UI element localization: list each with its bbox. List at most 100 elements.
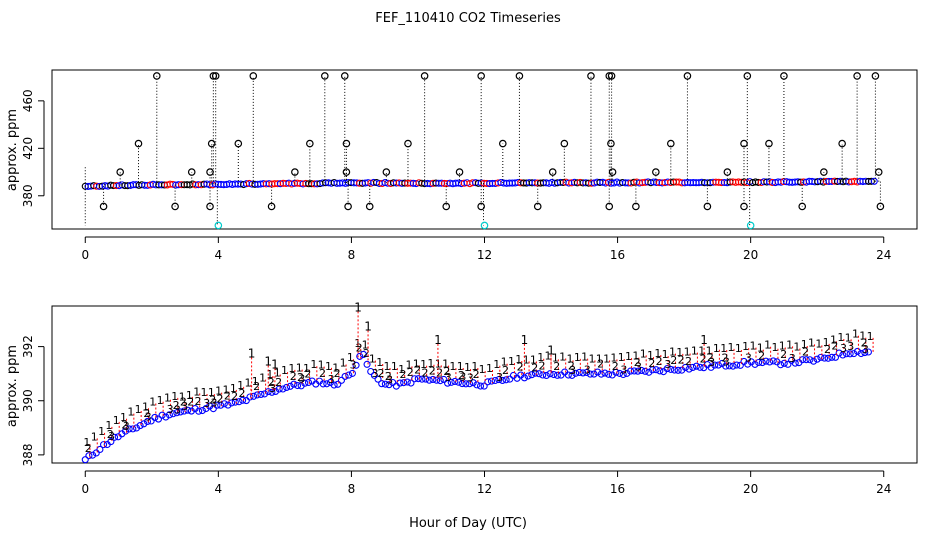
- top-spike-low-point: [608, 168, 617, 176]
- bottom-series-2-label: 2: [517, 361, 524, 374]
- bottom-series-1-label: 1: [105, 419, 112, 432]
- bottom-series-3-point: [777, 361, 785, 369]
- bottom-series-3-label: 3: [328, 373, 335, 386]
- bottom-series-1-label: 1: [135, 403, 142, 416]
- bottom-series-2-label: 2: [238, 387, 245, 400]
- bottom-series-3-point: [440, 375, 448, 384]
- bottom-series-1-label: 1: [274, 367, 281, 380]
- bottom-series-1-label: 1: [837, 331, 844, 344]
- bottom-y-axis-label: approx. ppm: [5, 345, 20, 427]
- bottom-series-1-label: 1: [735, 342, 742, 355]
- top-cyan-point: [746, 221, 755, 230]
- bottom-series-2-label: 2: [597, 357, 604, 370]
- bottom-series-3-point: [476, 382, 485, 390]
- bottom-series-3-point: [799, 356, 807, 364]
- top-y-tick-label: 460: [21, 89, 35, 112]
- bottom-series-3-point: [564, 371, 572, 379]
- top-x-tick-label: 20: [743, 248, 758, 262]
- bottom-series-3-point: [458, 380, 466, 388]
- bottom-series-1-label: 1: [632, 350, 639, 363]
- bottom-series-3-point: [151, 413, 159, 421]
- bottom-series-3-label: 3: [350, 359, 357, 372]
- bottom-series-3-point: [414, 375, 422, 383]
- bottom-series-1-label: 1: [515, 353, 522, 366]
- bottom-y-axis: 388 390 392: [21, 335, 45, 466]
- top-spike-low-point: [874, 168, 883, 176]
- top-spike-low-point: [382, 168, 391, 176]
- bottom-series-3-point: [846, 350, 854, 358]
- bottom-series-3-point: [586, 370, 594, 378]
- bottom-series-3-label: 3: [496, 371, 503, 384]
- top-spike-mid-point: [560, 139, 569, 148]
- top-cyan-point: [480, 221, 489, 230]
- bottom-series-3-point: [107, 438, 115, 446]
- bottom-series-2-label: 2: [173, 399, 180, 412]
- bottom-series-3-point: [784, 360, 792, 368]
- bottom-series-1-label: 1: [610, 351, 617, 364]
- bottom-series-1-label: 1: [749, 340, 756, 353]
- bottom-series-1-label: 1: [647, 349, 654, 362]
- bottom-series-2-label: 2: [539, 360, 546, 373]
- bottom-spike-label: 1: [364, 319, 372, 333]
- bottom-x-tick-label: 0: [81, 482, 89, 496]
- bottom-series-1-label: 1: [91, 430, 98, 443]
- top-y-axis: 380 420 460: [21, 89, 45, 207]
- top-spike-mid-point: [234, 139, 243, 148]
- bottom-series-2-label: 2: [209, 394, 216, 407]
- bottom-series-3-point: [619, 370, 627, 379]
- bottom-series-3-point: [462, 380, 470, 388]
- bottom-series-3-point: [656, 367, 664, 375]
- bottom-series-3-label: 3: [269, 382, 276, 395]
- top-data-marks: [81, 72, 885, 230]
- bottom-series-3-point: [96, 445, 104, 454]
- top-cyan-point: [214, 221, 223, 230]
- bottom-series-1-label: 1: [193, 385, 200, 398]
- top-dip-point: [533, 202, 542, 211]
- bottom-series-1-label: 1: [859, 330, 866, 343]
- top-spike-low-point: [548, 168, 557, 176]
- bottom-series-1-label: 1: [808, 336, 815, 349]
- bottom-series-3-point: [348, 369, 356, 377]
- top-dip-point: [206, 202, 214, 211]
- bottom-series-1-label: 1: [845, 331, 852, 344]
- bottom-x-tick-label: 24: [876, 482, 891, 496]
- bottom-series-3-point: [663, 365, 671, 373]
- bottom-series-1-label: 1: [347, 351, 354, 364]
- bottom-series-2-label: 2: [378, 367, 385, 380]
- bottom-x-tick-label: 16: [610, 482, 625, 496]
- bottom-series-3-point: [473, 381, 481, 389]
- bottom-series-3-point: [736, 361, 744, 369]
- bottom-series-3-point: [762, 357, 770, 365]
- bottom-series-3-point: [257, 390, 265, 398]
- bottom-spike-label: 1: [264, 355, 272, 369]
- bottom-series-1-label: 1: [698, 345, 705, 358]
- bottom-series-3-label: 3: [203, 397, 210, 410]
- bottom-series-1-label: 1: [559, 350, 566, 363]
- bottom-series-3-point: [363, 360, 371, 368]
- top-dip-point: [344, 202, 352, 211]
- chart-title: FEF_110410 CO2 Timeseries: [375, 11, 561, 26]
- bottom-series-2-label: 2: [180, 396, 187, 409]
- bottom-series-3-point: [367, 367, 375, 376]
- bottom-series-3-point: [641, 367, 649, 375]
- bottom-series-3-point: [345, 371, 353, 379]
- bottom-series-3-point: [268, 388, 276, 396]
- bottom-series-1-label: 1: [640, 347, 647, 360]
- bottom-series-1-label: 1: [281, 364, 288, 377]
- top-spike-high-point: [321, 72, 329, 80]
- bottom-series-1-label: 1: [340, 356, 347, 369]
- bottom-series-3-point: [766, 358, 774, 366]
- bottom-series-2-label: 2: [429, 365, 436, 378]
- bottom-series-1-label: 1: [376, 356, 383, 369]
- top-dip-point: [703, 202, 712, 211]
- bottom-series-2-label: 2: [443, 365, 450, 378]
- top-spike-low-point: [291, 168, 299, 176]
- bottom-series-2-label: 2: [231, 390, 238, 403]
- bottom-series-3-point: [857, 349, 865, 358]
- top-baseline-point: [870, 177, 878, 185]
- top-dip-point: [798, 202, 807, 211]
- top-spike-high-point: [607, 72, 616, 80]
- top-x-tick-label: 8: [348, 248, 356, 262]
